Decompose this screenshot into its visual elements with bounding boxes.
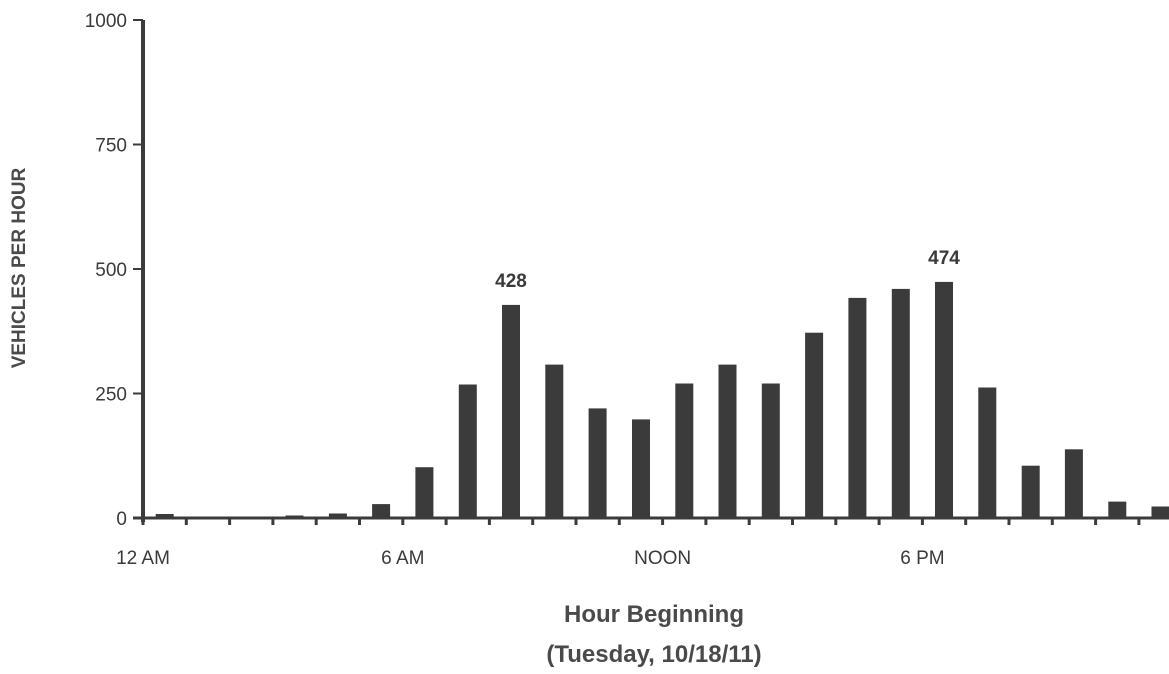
- y-tick-label-750: 750: [95, 136, 127, 157]
- data-label-hour-18: 474: [928, 248, 960, 269]
- bar-hour-0: [155, 514, 174, 518]
- x-tick-label-noon: NOON: [634, 548, 691, 569]
- bars-group: [155, 281, 1169, 518]
- bar-hour-9: [545, 364, 564, 518]
- bar-hour-5: [372, 504, 391, 518]
- bar-hour-13: [718, 364, 737, 518]
- bar-hour-22: [1108, 501, 1127, 518]
- tick-labels-group: 0 250 500 750 1000 12 AM 6 AM NOON 6 PM: [85, 11, 945, 569]
- x-tick-label-12-am: 12 AM: [116, 548, 170, 569]
- bar-hour-16: [848, 297, 867, 518]
- bar-hour-18: [935, 281, 953, 518]
- bar-hour-15: [805, 332, 824, 518]
- x-tick-label-6-am: 6 AM: [381, 548, 424, 569]
- x-tick-label-6-pm: 6 PM: [900, 548, 944, 569]
- bar-hour-23: [1151, 506, 1169, 518]
- bar-hour-12: [675, 383, 694, 518]
- bar-hour-4: [328, 513, 347, 518]
- y-tick-label-1000: 1000: [85, 11, 127, 32]
- bar-hour-7: [458, 384, 477, 518]
- bar-hour-20: [1021, 465, 1040, 518]
- y-tick-label-500: 500: [95, 260, 127, 281]
- y-axis-title: VEHICLES PER HOUR: [9, 167, 30, 368]
- bar-hour-21: [1064, 449, 1083, 518]
- x-axis-title: Hour Beginning: [564, 601, 744, 628]
- y-tick-label-250: 250: [95, 385, 127, 406]
- bar-hour-8: [502, 304, 520, 518]
- bar-hour-10: [588, 408, 607, 518]
- bar-hour-14: [761, 383, 780, 518]
- y-tick-label-0: 0: [116, 509, 127, 530]
- bar-hour-6: [415, 467, 434, 518]
- axes-group: [133, 19, 1169, 525]
- x-axis-subtitle: (Tuesday, 10/18/11): [546, 641, 761, 668]
- data-label-hour-8: 428: [495, 271, 527, 292]
- bar-hour-11: [632, 419, 650, 518]
- bar-hour-19: [978, 387, 997, 518]
- data-labels-group: 428 474: [495, 248, 960, 292]
- bar-hour-17: [891, 288, 910, 518]
